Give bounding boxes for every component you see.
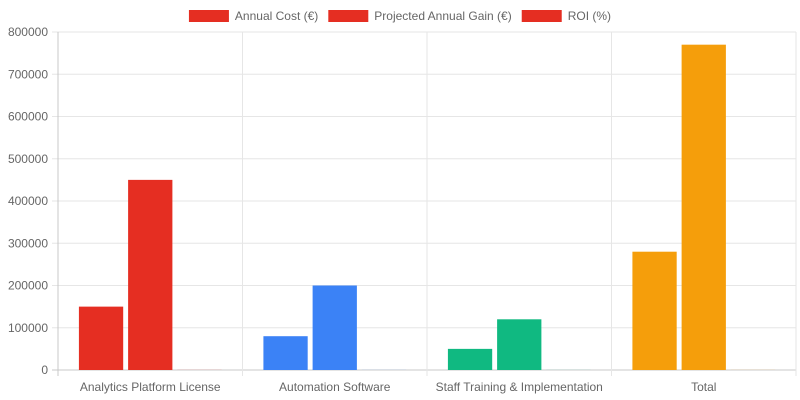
y-tick-label: 200000 [8, 279, 48, 293]
bar-2-1 [128, 179, 173, 370]
y-tick-label: 400000 [8, 194, 48, 208]
y-tick-label: 100000 [8, 321, 48, 335]
y-tick-label: 800000 [8, 25, 48, 39]
bar-1-1 [78, 306, 124, 370]
y-tick-label: 300000 [8, 236, 48, 250]
x-tick-label: Analytics Platform License [80, 380, 221, 394]
legend-swatch [521, 10, 562, 22]
grid [52, 31, 797, 376]
legend-swatch [328, 10, 369, 22]
x-tick-label: Automation Software [279, 380, 391, 394]
legend: Annual Cost (€) Projected Annual Gain (€)… [188, 9, 611, 23]
x-axis: Analytics Platform License Automation Sof… [80, 380, 717, 394]
x-tick-label: Total [691, 380, 716, 394]
x-tick-label: Staff Training & Implementation [436, 380, 603, 394]
legend-label: Projected Annual Gain (€) [374, 9, 511, 23]
bar-2-2 [312, 285, 357, 370]
y-axis: 0 100000 200000 300000 400000 500000 600000 700… [8, 25, 59, 377]
legend-swatch [188, 10, 229, 22]
bar-1-2 [263, 336, 308, 370]
legend-label: ROI (%) [568, 9, 611, 23]
legend-item[interactable]: Projected Annual Gain (€) [328, 9, 512, 23]
legend-label: Annual Cost (€) [235, 9, 318, 23]
y-tick-label: 600000 [8, 110, 48, 124]
y-tick-label: 500000 [8, 152, 48, 166]
legend-item[interactable]: ROI (%) [521, 9, 611, 23]
bar-1-4 [632, 251, 677, 370]
bar-2-4 [681, 44, 726, 371]
bar-1-3 [447, 348, 493, 370]
bars [78, 44, 776, 371]
y-tick-label: 700000 [8, 67, 48, 81]
y-tick-label: 0 [41, 363, 48, 377]
bar-2-3 [497, 319, 542, 370]
legend-item[interactable]: Annual Cost (€) [188, 9, 318, 23]
